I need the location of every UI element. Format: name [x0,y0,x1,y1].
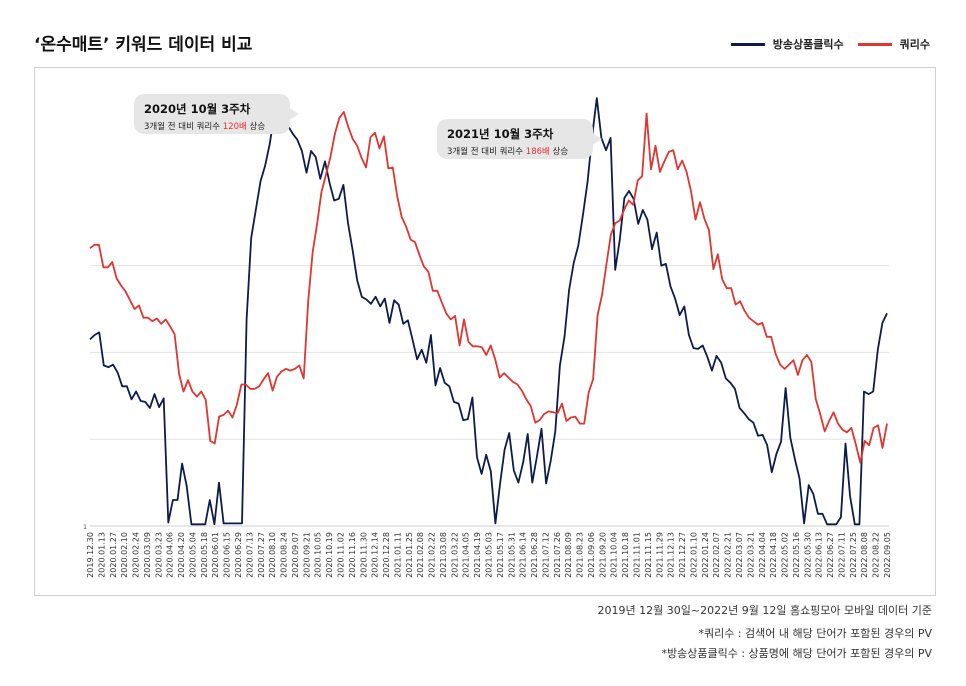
chart-title: ‘온수매트’ 키워드 데이터 비교 [34,35,253,55]
x-tick-label: 2020.12.28 [382,532,391,578]
x-tick-label: 2021.11.29 [655,532,664,578]
x-tick-label: 2022.04.04 [758,532,767,578]
x-tick-label: 2021.01.11 [393,532,402,578]
x-tick-label: 2022.09.05 [883,532,892,578]
x-tick-label: 2021.02.08 [416,532,425,578]
callout-2020-post: 상승 [246,122,266,132]
footer-note-queries: *쿼리수 : 검색어 내 해당 단어가 포함된 경우의 PV [698,627,933,640]
callout-2020: 2020년 10월 3주차 3개월 전 대비 쿼리수 120배 상승 [134,94,299,134]
x-tick-label: 2020.11.02 [337,532,346,578]
x-tick-label: 2022.05.30 [803,532,812,578]
x-tick-label: 2022.02.21 [724,532,733,578]
x-tick-label: 2020.08.24 [280,532,289,578]
series-line-queries [89,111,888,464]
x-tick-label: 2022.01.24 [701,532,710,578]
x-tick-label: 2020.09.07 [291,532,300,578]
x-tick-label: 2020.07.13 [245,532,254,578]
x-tick-label: 2020.04.20 [177,532,186,578]
x-tick-label: 2020.06.01 [211,532,220,578]
x-tick-label: 2020.05.18 [200,532,209,578]
x-tick-label: 2022.08.08 [860,532,869,578]
x-tick-label: 2021.03.22 [450,532,459,578]
chart-frame [34,67,936,596]
x-tick-label: 2020.10.05 [314,532,323,578]
x-tick-label: 2021.01.25 [405,532,414,578]
x-tick-label: 2020.07.27 [257,532,266,578]
x-tick-label: 2021.10.18 [621,532,630,578]
x-tick-label: 2021.12.27 [678,532,687,578]
x-tick-label: 2021.07.12 [541,532,550,578]
x-tick-label: 2022.05.16 [792,532,801,578]
x-tick-label: 2020.12.14 [371,532,380,578]
y-tick-label: 1 [83,524,87,531]
callout-2021-title: 2021년 10월 3주차 [447,127,554,141]
x-tick-label: 2020.06.15 [223,532,232,578]
x-tick-label: 2021.05.03 [485,532,494,578]
x-tick-label: 2021.03.08 [439,532,448,578]
x-tick-label: 2021.10.04 [610,532,619,578]
callout-2020-highlight: 120배 [222,122,247,132]
legend-item-queries: 쿼리수 [857,36,930,52]
x-tick-label: 2021.11.01 [633,532,642,578]
callout-2020-pre: 3개월 전 대비 쿼리수 [144,122,223,132]
x-tick-label: 2020.08.10 [268,532,277,578]
callout-2021-pre: 3개월 전 대비 쿼리수 [447,147,526,157]
callout-2020-text: 3개월 전 대비 쿼리수 120배 상승 [144,120,280,132]
footer-source: 2019년 12월 30일~2022년 9월 12일 홈쇼핑모아 모바일 데이터… [597,604,932,617]
x-tick-label: 2020.02.10 [120,532,129,578]
x-tick-label: 2022.02.07 [712,532,721,578]
x-tick-label: 2022.07.25 [849,532,858,578]
x-tick-label: 2021.06.28 [530,532,539,578]
x-tick-label: 2020.02.24 [132,532,141,578]
x-tick-label: 2022.03.07 [735,532,744,578]
legend-swatch-clicks [730,42,765,46]
x-tick-label: 2022.04.18 [769,532,778,578]
x-tick-label: 2021.04.05 [462,532,471,578]
x-tick-label: 2022.03.21 [746,532,755,578]
x-tick-label: 2020.10.19 [325,532,334,578]
x-tick-label: 2019.12.30 [86,532,95,578]
x-tick-label: 2020.01.27 [109,532,118,578]
footer-note-clicks: *방송상품클릭수 : 상품명에 해당 단어가 포함된 경우의 PV [661,647,932,660]
x-tick-label: 2021.06.14 [519,532,528,578]
x-tick-label: 2022.08.22 [872,532,881,578]
x-tick-label: 2020.04.06 [166,532,175,578]
x-tick-label: 2020.11.16 [348,532,357,578]
x-tick-label: 2022.01.10 [689,532,698,578]
x-tick-label: 2021.07.26 [553,532,562,578]
legend: 방송상품클릭수 쿼리수 [730,36,930,52]
legend-item-clicks: 방송상품클릭수 [730,36,844,52]
x-tick-label: 2021.11.15 [644,532,653,578]
x-tick-label: 2021.09.06 [587,532,596,578]
x-tick-label: 2021.12.13 [667,532,676,578]
x-tick-label: 2020.09.21 [302,532,311,578]
x-tick-label: 2021.08.09 [564,532,573,578]
callout-2021-text: 3개월 전 대비 쿼리수 186배 상승 [447,145,583,157]
x-tick-label: 2022.06.13 [815,532,824,578]
x-tick-label: 2021.02.22 [428,532,437,578]
legend-swatch-queries [857,42,892,46]
x-tick-label: 2020.11.30 [359,532,368,578]
x-tick-label: 2020.06.29 [234,532,243,578]
x-tick-label: 2021.04.19 [473,532,482,578]
callout-2021-highlight: 186배 [525,147,550,157]
callout-2021-post: 상승 [549,147,569,157]
legend-label-queries: 쿼리수 [899,38,930,51]
x-tick-label: 2020.05.04 [189,532,198,578]
x-tick-label: 2022.05.02 [781,532,790,578]
x-tick-label: 2022.06.27 [826,532,835,578]
x-tick-label: 2020.03.23 [154,532,163,578]
legend-label-clicks: 방송상품클릭수 [772,38,844,51]
x-tick-label: 2020.03.09 [143,532,152,578]
x-tick-label: 2021.08.23 [576,532,585,578]
series-line-clicks [89,97,888,526]
x-tick-label: 2022.07.11 [838,532,847,578]
callout-2021: 2021년 10월 3주차 3개월 전 대비 쿼리수 186배 상승 [437,119,602,159]
callout-2020-title: 2020년 10월 3주차 [144,102,251,116]
x-tick-label: 2021.05.17 [496,532,505,578]
x-tick-label: 2021.05.31 [507,532,516,578]
x-tick-label: 2020.01.13 [97,532,106,578]
x-tick-label: 2021.09.20 [598,532,607,578]
